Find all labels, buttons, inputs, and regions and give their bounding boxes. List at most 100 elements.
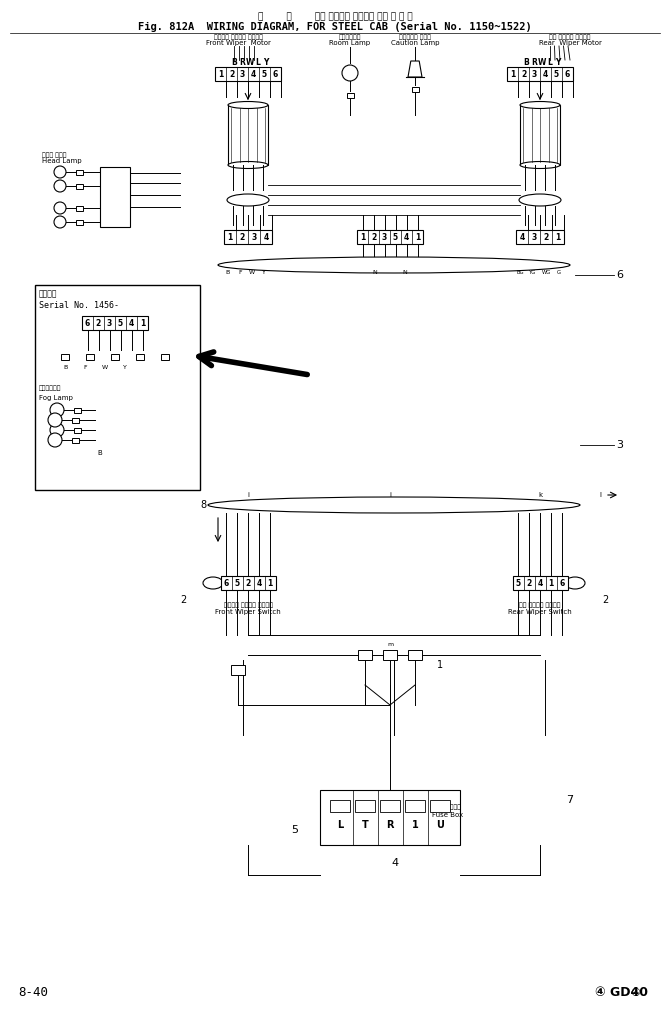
Text: l: l [599,492,601,498]
Text: B: B [98,450,103,456]
Text: 4: 4 [257,579,261,588]
Text: フォグランプ: フォグランプ [39,385,62,391]
Circle shape [54,202,66,214]
Bar [411,86,419,91]
Circle shape [54,166,66,178]
Text: フロント ワイパー スイッチ: フロント ワイパー スイッチ [224,602,273,608]
Text: Fig. 812A  WIRING DIAGRAM, FOR STEEL CAB (Serial No. 1150~1522): Fig. 812A WIRING DIAGRAM, FOR STEEL CAB … [138,22,532,32]
Text: Rear  Wiper Motor: Rear Wiper Motor [539,40,602,46]
Text: 3: 3 [532,69,537,78]
Ellipse shape [208,497,580,513]
Bar [100,167,130,227]
Text: L: L [255,58,261,67]
Polygon shape [408,61,422,77]
Text: ④ GD40: ④ GD40 [595,987,648,1000]
Text: Caution Lamp: Caution Lamp [391,40,440,46]
Text: リア ワイパー スイッチ: リア ワイパー スイッチ [519,602,561,608]
Text: ④: ④ [630,988,640,998]
Text: 2: 2 [521,69,526,78]
Text: Room Lamp: Room Lamp [330,40,371,46]
Text: WG: WG [541,270,551,274]
Ellipse shape [218,257,570,273]
Text: 5: 5 [118,319,123,328]
Text: W: W [538,58,546,67]
Text: ヘッド ランプ: ヘッド ランプ [42,152,66,157]
Text: 4: 4 [404,232,409,242]
Text: 1: 1 [548,579,553,588]
Text: 8-40: 8-40 [18,987,48,1000]
Bar [355,800,375,812]
Text: 4: 4 [543,69,548,78]
Text: リア ワイパー モーター: リア ワイパー モーター [549,35,591,40]
Bar [111,354,119,360]
Text: B: B [63,364,67,369]
Circle shape [54,216,66,228]
Bar [346,92,354,97]
Text: 2: 2 [239,232,245,242]
Text: Rear Wiper Switch: Rear Wiper Switch [508,609,572,615]
Text: フロント ワイパー モーター: フロント ワイパー モーター [214,35,263,40]
Text: 1: 1 [437,660,443,670]
Ellipse shape [565,577,585,589]
Text: T: T [362,820,368,830]
Bar [76,219,82,224]
Text: Y: Y [262,270,266,274]
Text: 3: 3 [531,232,537,242]
Circle shape [54,180,66,192]
Text: k: k [538,492,542,498]
Bar [136,354,144,360]
Bar [383,650,397,660]
Text: 4: 4 [251,69,256,78]
Text: 3: 3 [251,232,257,242]
Text: 3: 3 [107,319,112,328]
Text: 1: 1 [218,69,223,78]
Bar [76,170,82,175]
Text: 2: 2 [543,232,549,242]
Text: 配        線        図． スチール キャブ用 （適 用 号 機: 配 線 図． スチール キャブ用 （適 用 号 機 [258,12,412,21]
Circle shape [48,433,62,447]
Bar [224,230,272,244]
Bar [408,650,422,660]
Bar [72,417,78,422]
Circle shape [50,403,64,417]
Text: Front Wiper  Motor: Front Wiper Motor [206,40,271,46]
Text: 適用号機: 適用号機 [39,289,58,298]
Bar [35,285,200,490]
Text: F: F [239,270,242,274]
Bar [357,230,423,244]
Text: W: W [246,58,254,67]
Text: W: W [249,270,255,274]
Circle shape [48,413,62,427]
Text: 5: 5 [291,825,299,835]
Text: 1: 1 [415,232,420,242]
Text: U: U [436,820,444,830]
Text: m: m [235,668,241,673]
Bar [358,650,372,660]
Text: 2: 2 [96,319,101,328]
Bar [231,665,245,675]
Text: 5: 5 [393,232,398,242]
Circle shape [50,423,64,437]
Text: G: G [557,270,561,274]
Ellipse shape [203,577,223,589]
Bar [74,407,80,412]
Text: 5: 5 [234,579,240,588]
Text: 1: 1 [267,579,273,588]
Ellipse shape [520,102,560,109]
Text: L: L [547,58,553,67]
Text: ヒューズボックス: ヒューズボックス [432,804,462,810]
Ellipse shape [520,161,560,168]
Bar [405,800,425,812]
Ellipse shape [519,194,561,206]
Text: 7: 7 [566,795,574,805]
Text: 2: 2 [229,69,234,78]
Bar [76,184,82,189]
Text: 2: 2 [245,579,251,588]
Text: Fuse Box: Fuse Box [432,812,463,818]
Ellipse shape [228,161,268,168]
Bar [74,427,80,432]
Text: Front Wiper Switch: Front Wiper Switch [215,609,281,615]
Ellipse shape [228,102,268,109]
Ellipse shape [227,194,269,206]
Text: m: m [387,642,393,648]
